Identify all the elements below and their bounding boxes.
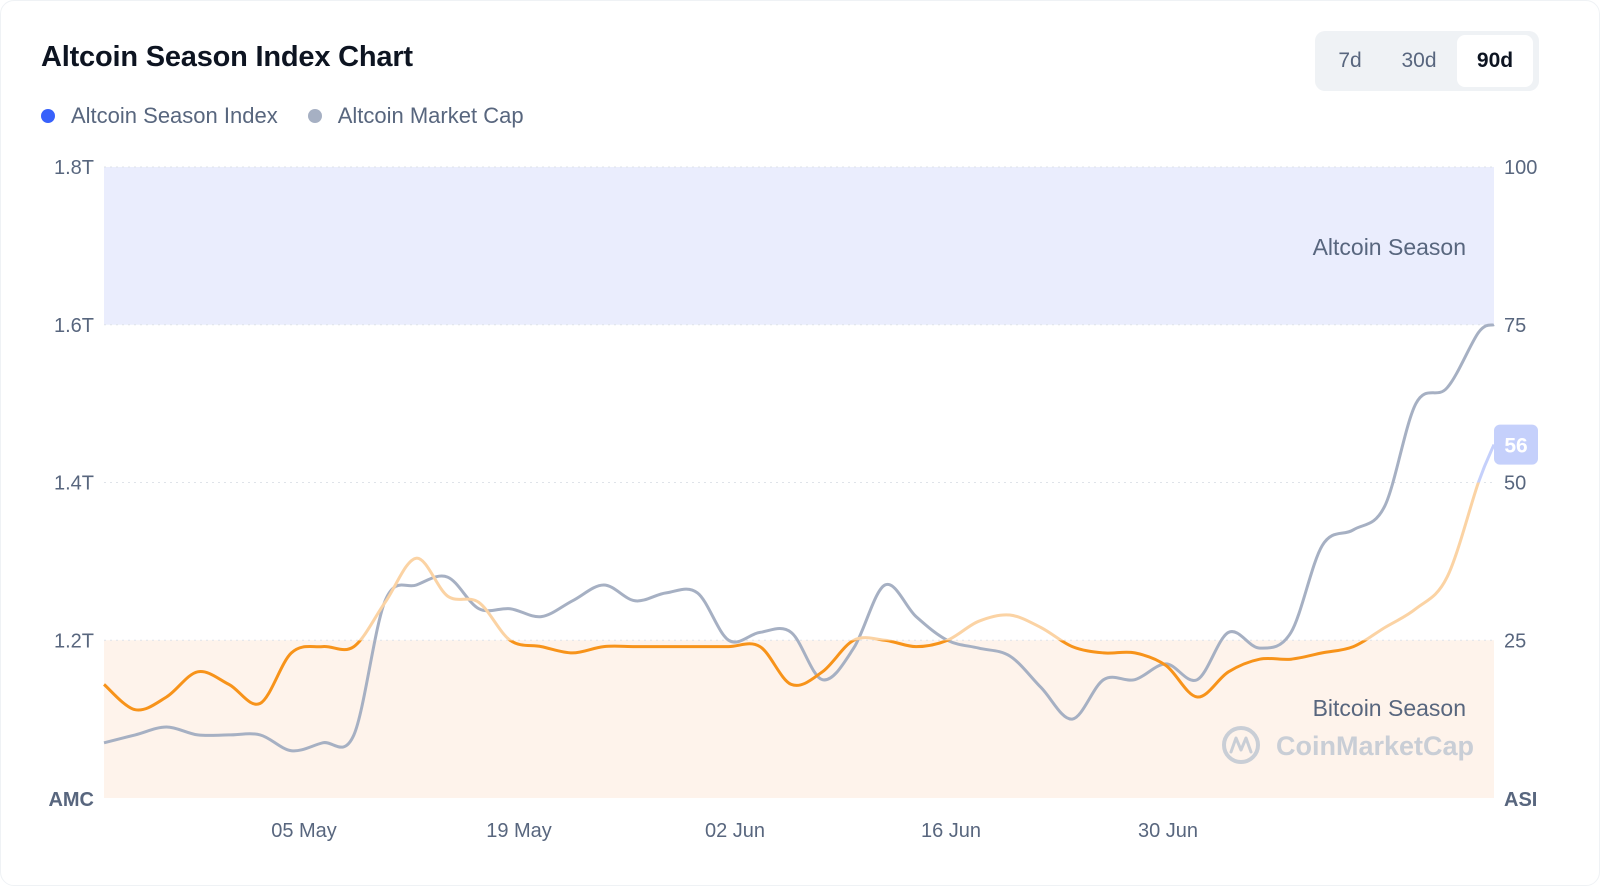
legend-label-asi: Altcoin Season Index — [71, 103, 278, 128]
left-tick-label: 1.2T — [54, 630, 94, 652]
right-tick-label: 50 — [1504, 473, 1526, 495]
right-tick-label: 25 — [1504, 630, 1526, 652]
coinmarketcap-logo-icon — [1222, 726, 1260, 764]
x-tick-label: 05 May — [271, 820, 337, 842]
current-value-badge-text: 56 — [1504, 435, 1527, 458]
left-tick-label: 1.4T — [54, 473, 94, 495]
altcoin-market-cap-line — [103, 323, 1495, 753]
x-tick-label: 02 Jun — [705, 820, 765, 842]
coinmarketcap-logo-mark-icon — [1229, 736, 1253, 754]
time-range-selector: 7d 30d 90d — [1315, 31, 1539, 91]
coinmarketcap-watermark: CoinMarketCap — [1222, 726, 1474, 764]
left-tick-label: 1.6T — [54, 315, 94, 337]
altcoin-season-index-line — [103, 640, 1369, 712]
bitcoin-season-label: Bitcoin Season — [1313, 695, 1466, 721]
watermark-text: CoinMarketCap — [1276, 731, 1474, 761]
x-tick-label: 19 May — [486, 820, 552, 842]
x-tick-label: 16 Jun — [921, 820, 981, 842]
x-tick-label: 30 Jun — [1138, 820, 1198, 842]
legend-dot-asi — [41, 109, 55, 123]
legend-item-asi[interactable]: Altcoin Season Index — [41, 103, 278, 129]
range-30d-button[interactable]: 30d — [1401, 49, 1437, 72]
legend-item-amc[interactable]: Altcoin Market Cap — [307, 103, 524, 129]
left-axis-name: AMC — [48, 789, 94, 811]
current-value-badge-bg — [1494, 424, 1538, 465]
current-value-badge: 56 — [1494, 424, 1538, 465]
right-axis-name: ASI — [1504, 789, 1537, 811]
altcoin-season-zone — [104, 167, 1494, 325]
legend-label-amc: Altcoin Market Cap — [337, 103, 524, 128]
chart-legend: Altcoin Season Index Altcoin Market Cap — [41, 103, 554, 129]
left-tick-label: 1.8T — [54, 157, 94, 179]
range-7d-button[interactable]: 7d — [1338, 49, 1362, 72]
legend-dot-amc — [307, 109, 322, 123]
chart-title: Altcoin Season Index Chart — [41, 41, 413, 73]
bitcoin-season-zone — [104, 640, 1494, 798]
altcoin-season-label: Altcoin Season — [1313, 234, 1466, 260]
right-tick-label: 100 — [1504, 157, 1537, 179]
range-90d-button[interactable]: 90d — [1457, 35, 1533, 87]
right-tick-label: 75 — [1504, 315, 1526, 337]
